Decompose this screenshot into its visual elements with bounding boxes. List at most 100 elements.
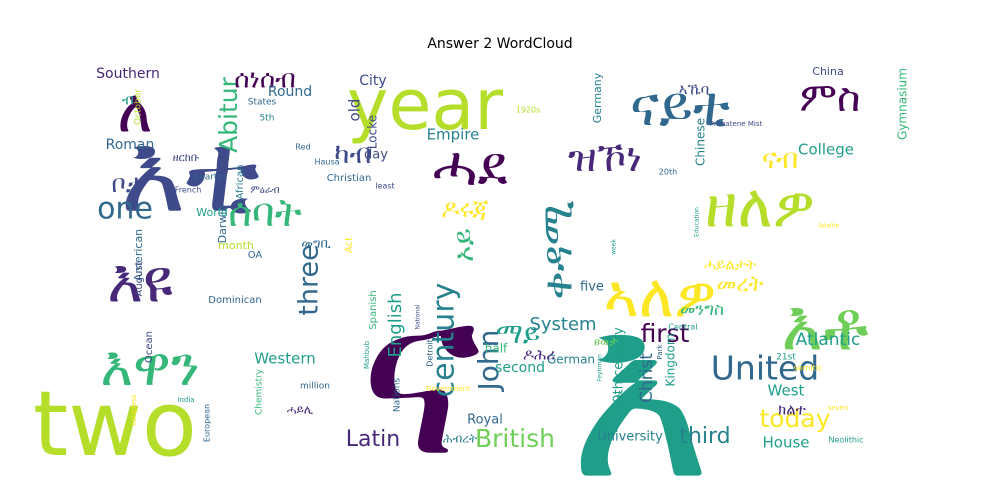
cloud-word: World — [196, 206, 228, 219]
cloud-word: Education — [694, 207, 701, 237]
cloud-word: Mahbub — [363, 340, 371, 369]
cloud-word: French — [175, 186, 202, 195]
cloud-word: ዶሕሪ — [523, 346, 555, 364]
cloud-word: Nations — [393, 378, 403, 412]
cloud-word: Act — [344, 237, 355, 253]
cloud-word: እቶ — [781, 284, 869, 366]
cloud-word: መንግስ — [680, 300, 724, 320]
cloud-word: European — [203, 404, 212, 442]
cloud-word: semitic — [794, 364, 823, 373]
cloud-word: month — [218, 239, 254, 252]
cloud-word: Christian — [327, 173, 372, 184]
cloud-word: 1920s — [516, 106, 541, 115]
cloud-word: Gymnasium — [896, 68, 910, 140]
cloud-word: ዶሩጃ — [441, 194, 489, 223]
cloud-word: Round — [268, 84, 312, 100]
cloud-word: two — [33, 372, 197, 477]
cloud-word: 5th — [260, 114, 275, 124]
cloud-word: Kingdom — [664, 333, 678, 386]
cloud-word: ኦይ — [447, 228, 480, 262]
cloud-word: ኣለዎ — [604, 262, 717, 332]
cloud-word: መረት — [716, 272, 763, 297]
cloud-word: congress — [130, 394, 138, 426]
cloud-word: States — [248, 98, 277, 108]
cloud-word: ናይቲ — [630, 74, 730, 138]
cloud-word: British — [475, 424, 555, 453]
cloud-word: Dominican — [208, 295, 261, 306]
cloud-word: day — [364, 148, 388, 163]
cloud-word: ክልተ — [778, 401, 806, 419]
cloud-word: John — [472, 330, 505, 393]
cloud-word: Central — [668, 323, 697, 332]
cloud-word: ዝኾነ — [568, 135, 642, 181]
cloud-word: China — [812, 65, 843, 78]
cloud-word: Detroit — [426, 339, 435, 367]
cloud-word: ዘርከቡ — [173, 151, 200, 164]
cloud-word: ሓደ — [433, 134, 508, 198]
cloud-word: least — [375, 182, 394, 191]
cloud-word: ምዕራብ — [250, 185, 279, 196]
cloud-word: Germany — [591, 72, 604, 123]
cloud-word: ኣኼባ — [679, 81, 710, 99]
cloud-word: quarter — [193, 173, 227, 183]
cloud-word: ለ — [117, 77, 152, 147]
cloud-word: እዩ — [107, 247, 173, 317]
cloud-word: Red — [295, 143, 310, 152]
cloud-word: Chinese — [694, 118, 708, 166]
cloud-word: October — [134, 89, 144, 125]
cloud-word: today — [759, 404, 830, 433]
cloud-word: ምስ — [800, 75, 861, 121]
cloud-word: half — [485, 342, 508, 356]
cloud-word: Southern — [96, 66, 160, 82]
cloud-word: ናብ — [762, 142, 799, 175]
cloud-word: American — [132, 229, 145, 281]
cloud-word: ቀዳሚ — [533, 200, 582, 299]
cloud-word: August — [134, 261, 145, 296]
cloud-word: እ — [569, 253, 711, 500]
cloud-word: Royal — [467, 413, 503, 428]
cloud-word: ቦታ — [111, 169, 144, 198]
cloud-word: Government — [426, 385, 470, 393]
cloud-word: ሕብረት — [443, 432, 477, 446]
cloud-word: ብ — [122, 91, 134, 109]
cloud-word: West — [768, 382, 805, 400]
cloud-word: five — [580, 280, 604, 295]
cloud-word: House — [762, 434, 809, 452]
cloud-word: Roman — [106, 137, 155, 153]
cloud-word: ማይ — [496, 317, 540, 350]
cloud-word: Neolithic — [828, 436, 863, 445]
cloud-word: India — [177, 396, 194, 404]
cloud-word: Ocean — [144, 331, 155, 363]
cloud-word: Abitur — [214, 76, 243, 153]
cloud-word: ኣብ — [618, 390, 630, 400]
cloud-word: System — [529, 314, 596, 335]
cloud-word: ካብ — [334, 137, 371, 170]
cloud-word: 21st — [776, 353, 796, 363]
cloud-word: one — [97, 192, 153, 227]
cloud-word: year — [347, 64, 503, 146]
cloud-word: third — [679, 424, 730, 449]
cloud-word: Atlantic — [796, 330, 861, 350]
cloud-word: ሰባት — [228, 190, 301, 236]
cloud-word: ሓይልታት — [704, 256, 756, 274]
cloud-word: መግቢ — [301, 237, 331, 252]
cloud-word: United — [711, 349, 819, 388]
cloud-word: እዋን — [100, 334, 199, 398]
cloud-word: University — [597, 430, 663, 445]
cloud-word: old — [346, 99, 364, 122]
cloud-word: National — [415, 304, 422, 329]
cloud-word: ፀወታ — [594, 335, 618, 349]
cloud-word: seven — [828, 404, 849, 412]
cloud-word: Spanish — [368, 290, 379, 330]
cloud-word: College — [798, 141, 854, 159]
cloud-word: እቲ — [120, 108, 259, 236]
cloud-word: century — [427, 283, 462, 398]
cloud-word: Christ — [637, 353, 657, 403]
cloud-word: three — [294, 244, 325, 315]
cloud-word: week — [611, 239, 618, 255]
cloud-word: Locke — [366, 115, 380, 149]
cloud-word: German — [547, 353, 595, 367]
cloud-word: 19th century — [612, 327, 627, 411]
cloud-word: Feynman — [597, 354, 604, 382]
cloud-word: million — [300, 382, 330, 392]
